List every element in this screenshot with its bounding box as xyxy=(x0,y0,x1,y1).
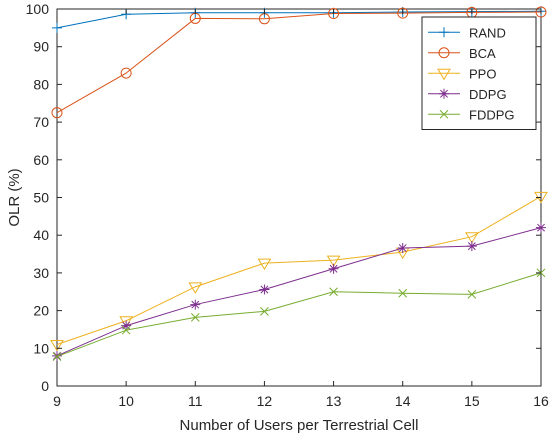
data-point-fddpg xyxy=(260,307,269,316)
data-point-bca xyxy=(328,8,340,20)
data-point-fddpg xyxy=(467,290,477,299)
x-tick-label: 16 xyxy=(533,393,549,409)
series-bca xyxy=(51,6,547,119)
series-line-fddpg xyxy=(56,272,542,358)
x-tick-label: 9 xyxy=(53,393,61,409)
data-point-ppo xyxy=(188,282,203,294)
data-point-ppo xyxy=(326,255,341,268)
y-tick-label: 20 xyxy=(33,303,49,319)
y-tick-label: 10 xyxy=(33,340,49,356)
y-tick-label: 70 xyxy=(33,114,49,130)
data-point-fddpg xyxy=(190,313,200,322)
legend-label: FDDPG xyxy=(469,107,515,122)
legend-item-bca: BCA xyxy=(428,46,496,61)
series-line-rand xyxy=(56,10,542,29)
series-line-ppo xyxy=(56,195,542,346)
data-point-fddpg xyxy=(121,325,131,335)
data-point-ppo xyxy=(464,232,479,244)
data-point-ppo xyxy=(50,340,64,352)
x-tick-label: 11 xyxy=(188,393,203,409)
series-line-ddpg xyxy=(56,227,542,357)
x-tick-label: 10 xyxy=(118,393,134,409)
data-point-fddpg xyxy=(52,352,62,361)
data-point-rand xyxy=(52,22,62,33)
legend-item-ppo: PPO xyxy=(428,66,496,81)
legend-item-fddpg: FDDPG xyxy=(428,107,515,122)
data-point-bca xyxy=(535,6,547,18)
data-point-ddpg xyxy=(328,263,339,274)
data-point-fddpg xyxy=(329,287,338,297)
legend-item-rand: RAND xyxy=(428,25,506,40)
legend-swatch-marker xyxy=(438,47,450,59)
x-tick-label: 12 xyxy=(257,393,273,409)
y-tick-label: 80 xyxy=(33,76,49,92)
y-tick-label: 50 xyxy=(33,190,49,206)
y-tick-label: 0 xyxy=(41,378,49,394)
legend-swatch-marker xyxy=(437,68,451,81)
legend-label: RAND xyxy=(469,25,506,40)
x-tick-label: 14 xyxy=(395,393,411,409)
legend-item-ddpg: DDPG xyxy=(428,87,507,102)
legend-label: PPO xyxy=(469,66,496,81)
x-axis-label: Number of Users per Terrestrial Cell xyxy=(180,417,419,434)
data-point-ddpg xyxy=(259,284,270,295)
data-point-ppo xyxy=(119,316,134,328)
series-ddpg xyxy=(52,222,546,361)
y-tick-label: 100 xyxy=(26,1,50,17)
data-point-bca xyxy=(120,67,132,79)
data-point-ddpg xyxy=(190,299,201,310)
data-point-ppo xyxy=(257,258,272,271)
data-point-fddpg xyxy=(398,288,408,298)
y-tick-label: 30 xyxy=(33,265,49,281)
legend: RAND BCA PPO DDPG FDDPG xyxy=(421,16,537,130)
y-tick-label: 60 xyxy=(33,152,49,168)
x-tick-label: 15 xyxy=(464,393,480,409)
data-point-bca xyxy=(51,107,63,119)
data-point-ddpg xyxy=(121,320,132,331)
legend-swatch-marker xyxy=(439,27,449,38)
data-point-ddpg xyxy=(52,350,62,361)
axes-layer: 9 10 11 12 13 14 15 16 0 10 20 30 40 50 60 70 80 90 100 xyxy=(26,1,549,409)
legend-swatch-marker xyxy=(439,109,449,119)
data-point-ddpg xyxy=(466,241,477,252)
legend-label: BCA xyxy=(469,46,496,61)
y-tick-label: 40 xyxy=(33,227,49,243)
y-axis-label: OLR (%) xyxy=(6,168,23,226)
x-tick-label: 13 xyxy=(326,393,342,409)
legend-label: DDPG xyxy=(469,87,507,102)
data-point-ddpg xyxy=(536,222,546,233)
data-point-bca xyxy=(397,7,409,19)
y-tick-label: 90 xyxy=(33,39,49,55)
series-line-bca xyxy=(56,11,542,114)
data-point-ddpg xyxy=(397,243,408,254)
legend-swatch-marker xyxy=(439,88,449,99)
